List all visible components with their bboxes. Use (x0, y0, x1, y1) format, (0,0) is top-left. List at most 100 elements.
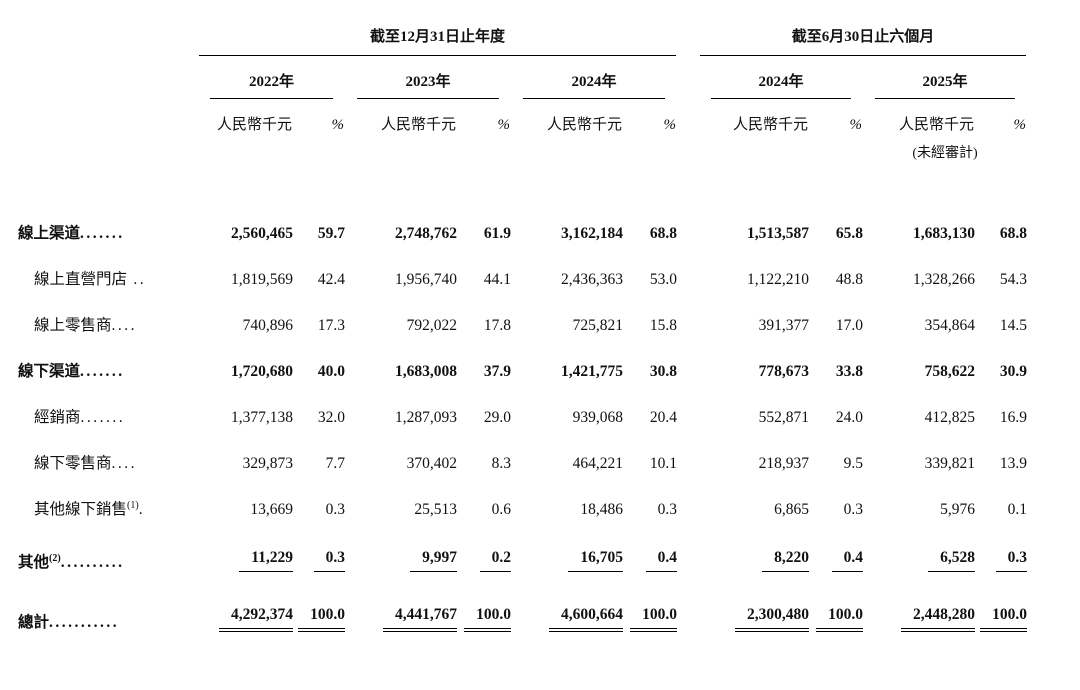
unit-label: 人民幣千元 (732, 117, 808, 133)
value-cell: 1,287,093 (395, 409, 457, 426)
value-cell: 218,937 (758, 455, 809, 472)
unaudited-note: (未經審計) (912, 146, 978, 161)
value-cell: 4,441,767 (383, 606, 457, 632)
value-cell: 2,448,280 (901, 606, 975, 632)
pct-cell: 40.0 (317, 363, 345, 380)
value-cell: 18,486 (580, 501, 623, 518)
value-cell: 2,436,363 (561, 271, 623, 288)
value-cell: 1,377,138 (231, 409, 293, 426)
percent-label: % (331, 117, 345, 133)
value-cell: 1,328,266 (913, 271, 975, 288)
pct-cell: 65.8 (835, 225, 863, 242)
pct-cell: 17.3 (317, 317, 345, 334)
dot-leader: ........... (49, 614, 120, 631)
percent-label: % (497, 117, 511, 133)
row-label: 線上直營門店 (34, 271, 128, 288)
value-cell: 25,513 (414, 501, 457, 518)
group-gap (677, 24, 699, 57)
pct-cell: 0.4 (831, 549, 863, 572)
unit-header-row: 人民幣千元 % 人民幣千元 % 人民幣千元 % 人民幣千元 % 人民幣千元 % (18, 100, 1027, 135)
pct-cell: 9.5 (843, 455, 863, 472)
year-header-interim-2024: 2024年 (711, 58, 851, 99)
value-cell: 6,528 (928, 549, 975, 572)
dot-leader: .......... (60, 554, 125, 571)
pct-cell: 100.0 (464, 606, 511, 632)
row-label: 線下渠道 (18, 363, 81, 380)
value-cell: 5,976 (940, 501, 975, 518)
pct-cell: 29.0 (483, 409, 511, 426)
pct-cell: 10.1 (649, 455, 677, 472)
table-row-offline-channels: 線下渠道....... 1,720,680 40.0 1,683,008 37.… (18, 347, 1027, 393)
value-cell: 4,292,374 (219, 606, 293, 632)
value-cell: 740,896 (242, 317, 293, 334)
value-cell: 16,705 (568, 549, 623, 572)
pct-cell: 0.3 (657, 501, 677, 518)
prospectus-page: 截至12月31日止年度 截至6月30日止六個月 2022年 2023年 2024… (18, 24, 1027, 646)
pct-cell: 59.7 (317, 225, 345, 242)
value-cell: 3,162,184 (561, 225, 623, 242)
pct-cell: 15.8 (649, 317, 677, 334)
row-label: 其他 (18, 554, 50, 571)
dot-leader: ....... (80, 409, 126, 426)
pct-cell: 61.9 (483, 225, 511, 242)
pct-cell: 100.0 (298, 606, 345, 632)
percent-label: % (663, 117, 677, 133)
pct-cell: 68.8 (999, 225, 1027, 242)
value-cell: 2,560,465 (231, 225, 293, 242)
value-cell: 412,825 (924, 409, 975, 426)
unit-label: 人民幣千元 (898, 117, 974, 133)
table-row-total: 總計........... 4,292,374 100.0 4,441,767 … (18, 584, 1027, 646)
value-cell: 13,669 (250, 501, 293, 518)
unit-label: 人民幣千元 (546, 117, 622, 133)
year-header-2025: 2025年 (875, 58, 1015, 99)
value-cell: 329,873 (242, 455, 293, 472)
year-header-2022: 2022年 (210, 58, 333, 99)
value-cell: 6,865 (774, 501, 809, 518)
year-header-annual-2024: 2024年 (523, 58, 665, 99)
pct-cell: 30.8 (649, 363, 677, 380)
pct-cell: 0.3 (843, 501, 863, 518)
table-row-offline-retailers: 線下零售商.... 329,873 7.7 370,402 8.3 464,22… (18, 439, 1027, 485)
value-cell: 339,821 (924, 455, 975, 472)
row-label: 線下零售商 (34, 455, 112, 472)
pct-cell: 20.4 (649, 409, 677, 426)
footnote-marker: (2) (49, 552, 61, 564)
value-cell: 464,221 (572, 455, 623, 472)
value-cell: 391,377 (758, 317, 809, 334)
row-label: 其他線下銷售 (34, 501, 128, 518)
pct-cell: 0.6 (491, 501, 511, 518)
value-cell: 2,748,762 (395, 225, 457, 242)
value-cell: 792,022 (406, 317, 457, 334)
pct-cell: 0.3 (313, 549, 345, 572)
pct-cell: 0.4 (645, 549, 677, 572)
dot-leader: .... (111, 455, 138, 472)
value-cell: 11,229 (239, 549, 293, 572)
dot-leader: . (138, 501, 146, 518)
unit-label: 人民幣千元 (216, 117, 292, 133)
pct-cell: 48.8 (835, 271, 863, 288)
pct-cell: 0.3 (325, 501, 345, 518)
value-cell: 725,821 (572, 317, 623, 334)
table-row-other-offline-sales: 其他線下銷售(1). 13,669 0.3 25,513 0.6 18,486 … (18, 485, 1027, 531)
value-cell: 1,819,569 (231, 271, 293, 288)
percent-label: % (1013, 117, 1027, 133)
pct-cell: 0.1 (1007, 501, 1027, 518)
dot-leader: .... (111, 317, 138, 334)
year-header-2023: 2023年 (357, 58, 499, 99)
pct-cell: 14.5 (999, 317, 1027, 334)
value-cell: 4,600,664 (549, 606, 623, 632)
pct-cell: 33.8 (835, 363, 863, 380)
dot-leader: ....... (80, 225, 125, 242)
dot-leader: .. (127, 271, 147, 288)
table-row-online-direct-stores: 線上直營門店 .. 1,819,569 42.4 1,956,740 44.1 … (18, 255, 1027, 301)
year-header-row: 2022年 2023年 2024年 2024年 2025年 (18, 57, 1027, 100)
value-cell: 939,068 (572, 409, 623, 426)
unaudited-row: (未經審計) (18, 135, 1027, 163)
pct-cell: 37.9 (483, 363, 511, 380)
value-cell: 1,122,210 (747, 271, 809, 288)
pct-cell: 13.9 (999, 455, 1027, 472)
annual-period-header: 截至12月31日止年度 (199, 25, 676, 56)
value-cell: 1,421,775 (561, 363, 623, 380)
value-cell: 758,622 (924, 363, 975, 380)
value-cell: 354,864 (924, 317, 975, 334)
